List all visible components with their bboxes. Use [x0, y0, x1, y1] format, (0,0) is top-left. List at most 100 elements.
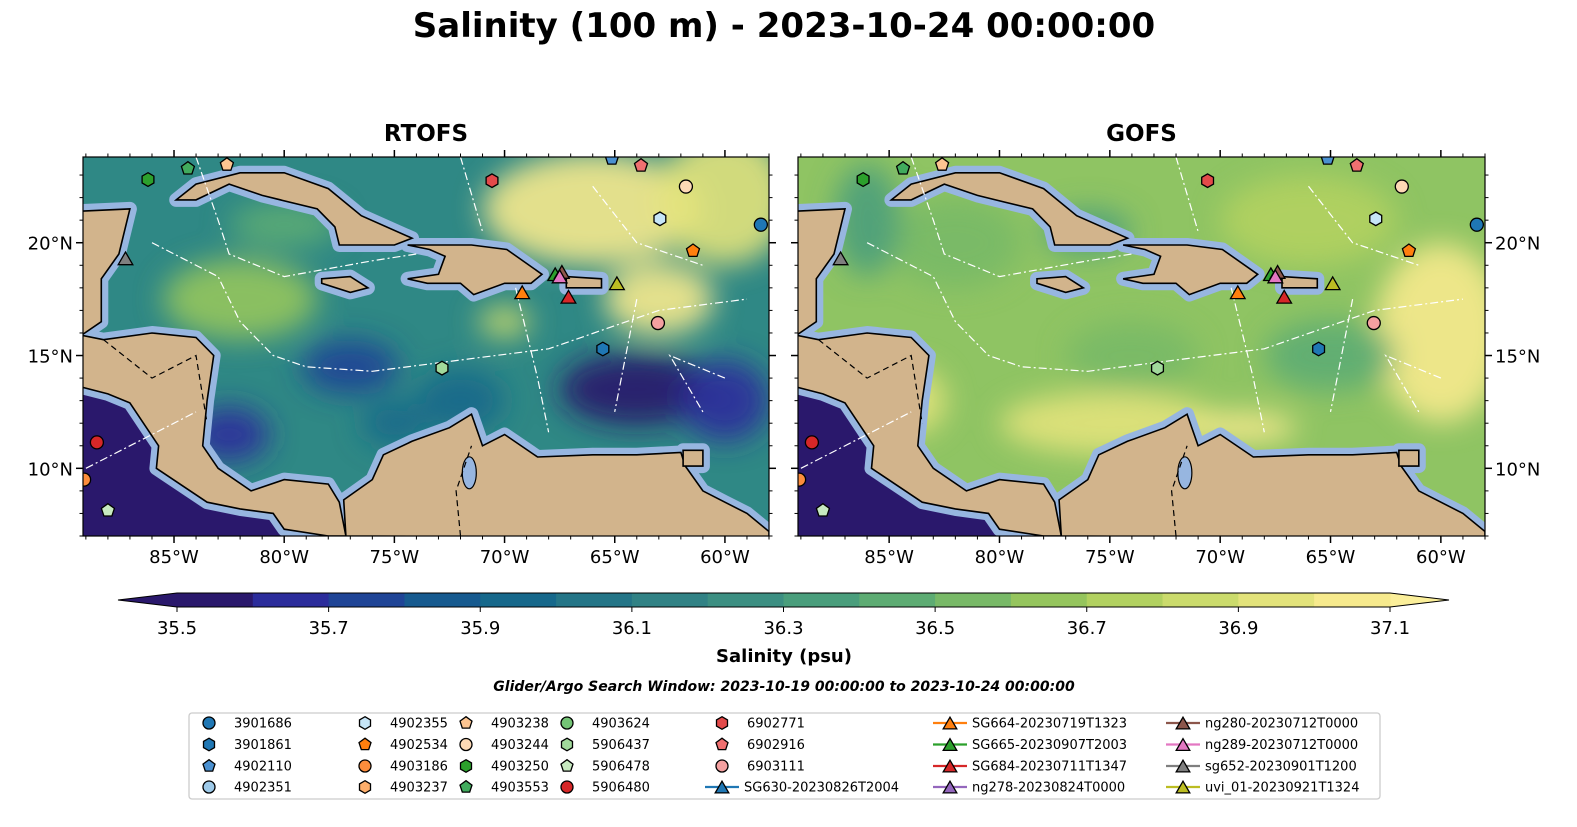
legend-label: ng280-20230712T0000 [1205, 717, 1358, 732]
marker-SG684-20230711T1347 [559, 289, 577, 304]
colorbar-tick-label: 35.7 [309, 618, 349, 639]
colorbar-bin [1238, 593, 1315, 607]
land-puertorico [565, 275, 603, 289]
colorbar-bin [404, 593, 481, 607]
legend-entry: 5906480 [560, 780, 650, 796]
map-panel-gofs [798, 157, 1485, 536]
salinity-feature [889, 197, 1022, 288]
marker-SG664-20230719T1323 [1229, 284, 1247, 300]
marker-sg652-20230901T1200 [832, 250, 850, 266]
lat-tick-label: 10°N [1495, 459, 1540, 480]
marker-5906478 [100, 502, 116, 517]
search-window-text: Glider/Argo Search Window: 2023-10-19 00… [493, 679, 1075, 695]
colorbar-bin [1010, 593, 1088, 607]
legend-label: 5906480 [592, 781, 650, 796]
marker-SG664-20230719T1323 [513, 284, 531, 300]
eez-boundary [866, 242, 1463, 372]
salinity-feature [603, 263, 714, 336]
panel-title-gofs: GOFS [1106, 121, 1177, 147]
lon-tick-label: 65°W [1306, 547, 1356, 568]
marker-3901861 [596, 341, 610, 357]
legend-label: 4902355 [390, 717, 448, 732]
colorbar-tick-label: 36.3 [763, 618, 803, 639]
lat-tick-label: 10°N [28, 459, 73, 480]
marker-4903186 [798, 472, 807, 487]
land-hispaniola [1122, 244, 1260, 296]
legend-entry: 4902534 [358, 737, 448, 753]
marker-6902771 [1201, 173, 1215, 189]
legend-marker-icon [459, 715, 473, 729]
legend-label: 3901686 [234, 717, 292, 732]
legend-entry: 4903244 [459, 737, 549, 753]
salinity-feature [559, 353, 714, 426]
eez-boundary [800, 411, 912, 469]
legend-label: 4903553 [491, 781, 549, 796]
colorbar-tick-label: 36.7 [1067, 618, 1107, 639]
marker-4903238 [934, 157, 950, 171]
legend-label: SG664-20230719T1323 [972, 717, 1127, 732]
eez-boundary [1329, 298, 1354, 413]
panel-title-rtofs: RTOFS [383, 121, 469, 147]
legend-label: 4903237 [390, 781, 448, 796]
marker-4903238 [219, 157, 235, 171]
legend-marker-icon [1175, 715, 1191, 730]
legend-entry: SG664-20230719T1323 [933, 715, 1127, 732]
marker-4902110 [1320, 157, 1335, 165]
marker-6902916 [1349, 157, 1365, 172]
colorbar-tick-label: 37.1 [1370, 618, 1410, 639]
legend-marker-icon [358, 715, 372, 731]
legend-entry: 6903111 [715, 759, 805, 775]
country-border [1170, 445, 1188, 536]
legend-entry: 4903238 [459, 715, 549, 732]
country-border [455, 445, 473, 536]
legend-label: ng289-20230712T0000 [1205, 738, 1358, 753]
legend-marker-icon [715, 759, 729, 773]
legend-entry: 4903237 [358, 779, 448, 796]
salinity-feature [1264, 319, 1397, 392]
legend-entry: 4902351 [202, 780, 292, 796]
legend-marker-icon [358, 759, 372, 773]
marker-3901686 [1469, 217, 1484, 232]
legend-label: 4902110 [234, 760, 292, 775]
eez-boundary [459, 157, 484, 232]
land-jamaica [320, 275, 370, 294]
legend-marker-icon [202, 780, 216, 794]
colorbar-bin [783, 593, 860, 607]
marker-6903111 [650, 315, 666, 331]
legend-label: SG684-20230711T1347 [972, 760, 1127, 775]
colorbar-bin [1086, 593, 1164, 607]
lon-tick-label: 80°W [259, 547, 309, 568]
colorbar-under-extension [118, 593, 177, 607]
land-trinidad [1398, 449, 1420, 467]
eez-boundary [592, 185, 704, 266]
legend-entry: uvi_01-20230921T1324 [1166, 779, 1359, 796]
legend-marker-icon [715, 737, 729, 751]
lat-tick-label: 20°N [1495, 234, 1540, 255]
marker-4903244 [678, 179, 694, 194]
legend-box [188, 712, 1381, 800]
land-southam [342, 412, 769, 536]
lat-tick-label: 15°N [28, 347, 73, 368]
colorbar-tick-label: 36.5 [915, 618, 955, 639]
legend-marker-icon [358, 779, 372, 795]
lon-tick-label: 60°W [700, 547, 750, 568]
eez-boundary [195, 157, 417, 278]
legend-entry: ng280-20230712T0000 [1166, 715, 1358, 732]
lon-tick-label: 75°W [1085, 547, 1135, 568]
legend-marker-icon [942, 737, 958, 752]
salinity-feature [478, 305, 531, 338]
legend-entry: 4902110 [202, 758, 292, 775]
legend-label: 4902351 [234, 781, 292, 796]
land-centralam [798, 332, 1063, 536]
legend-entry: SG630-20230826T2004 [705, 779, 899, 796]
colorbar-bin [1162, 593, 1239, 607]
legend-label: 4903238 [491, 717, 549, 732]
legend-entry: SG665-20230907T2003 [933, 737, 1127, 753]
legend-marker-icon [714, 779, 730, 794]
lon-tick-label: 85°W [149, 547, 199, 568]
marker-5906478 [815, 502, 831, 517]
legend-label: 4902534 [390, 738, 448, 753]
land-centralam [83, 332, 347, 536]
eez-boundary [910, 157, 1132, 278]
